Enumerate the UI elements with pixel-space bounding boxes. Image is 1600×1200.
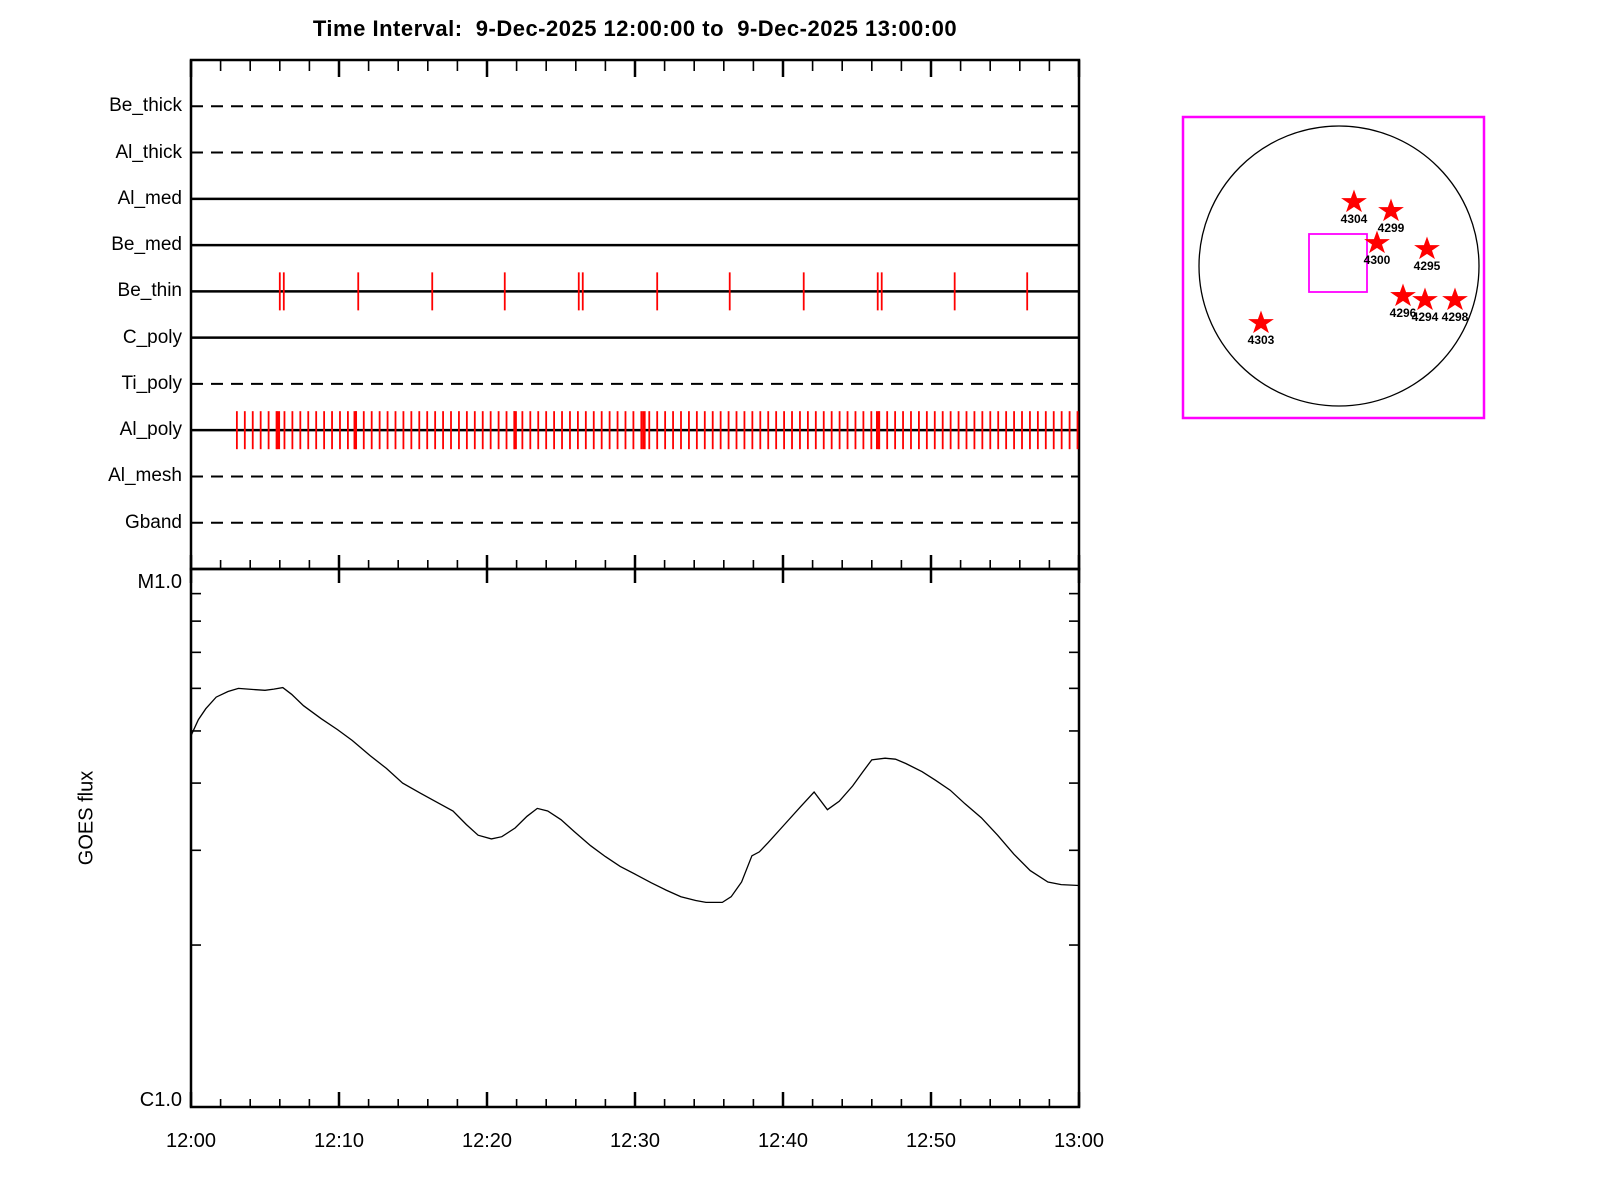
filter-label-al_thick: Al_thick [115, 141, 182, 163]
active-region-star [1414, 236, 1440, 260]
active-region-label: 4296 [1390, 306, 1417, 320]
x-tick-label: 12:40 [757, 1130, 809, 1152]
active-region-star [1341, 189, 1367, 213]
active-region-star [1412, 287, 1438, 311]
active-region-star [1248, 310, 1274, 334]
active-region-star [1378, 198, 1404, 222]
goes-y-max-label: M1.0 [137, 571, 182, 593]
filter-label-be_thin: Be_thin [117, 280, 182, 302]
active-region-label: 4303 [1248, 333, 1275, 347]
active-region-star [1442, 287, 1468, 311]
x-tick-label: 12:10 [313, 1130, 365, 1152]
filter-label-al_poly: Al_poly [119, 419, 182, 441]
x-tick-label: 12:50 [905, 1130, 957, 1152]
solar-disk-circle [1198, 125, 1480, 407]
goes-panel-frame [189, 567, 1081, 1109]
active-region-star [1390, 283, 1416, 307]
active-region-label: 4304 [1341, 212, 1368, 226]
filter-label-be_thick: Be_thick [109, 95, 182, 117]
active-region-label: 4299 [1378, 221, 1405, 235]
x-tick-label: 12:20 [461, 1130, 513, 1152]
goes-flux-curve [190, 686, 1080, 904]
x-tick-label: 12:30 [609, 1130, 661, 1152]
filter-label-gband: Gband [124, 511, 182, 533]
active-region-label: 4300 [1364, 253, 1391, 267]
filter-label-be_med: Be_med [111, 234, 182, 256]
xrt-fov-box [1308, 233, 1368, 293]
filter-label-ti_poly: Ti_poly [121, 372, 182, 394]
page-title: Time Interval: 9-Dec-2025 12:00:00 to 9-… [312, 16, 958, 41]
x-tick-label: 12:00 [165, 1130, 217, 1152]
solar-map-frame [1181, 115, 1486, 420]
active-region-label: 4298 [1442, 310, 1469, 324]
active-region-label: 4294 [1412, 310, 1439, 324]
filter-label-c_poly: C_poly [122, 326, 182, 348]
timeline-panel-frame [189, 58, 1081, 571]
filter-label-al_mesh: Al_mesh [108, 465, 182, 487]
filter-label-al_med: Al_med [117, 187, 182, 209]
goes-axis-title: GOES flux [75, 770, 98, 866]
active-region-label: 4295 [1414, 259, 1441, 273]
goes-y-min-label: C1.0 [139, 1089, 182, 1111]
x-tick-label: 13:00 [1053, 1130, 1105, 1152]
active-region-star [1364, 230, 1390, 254]
